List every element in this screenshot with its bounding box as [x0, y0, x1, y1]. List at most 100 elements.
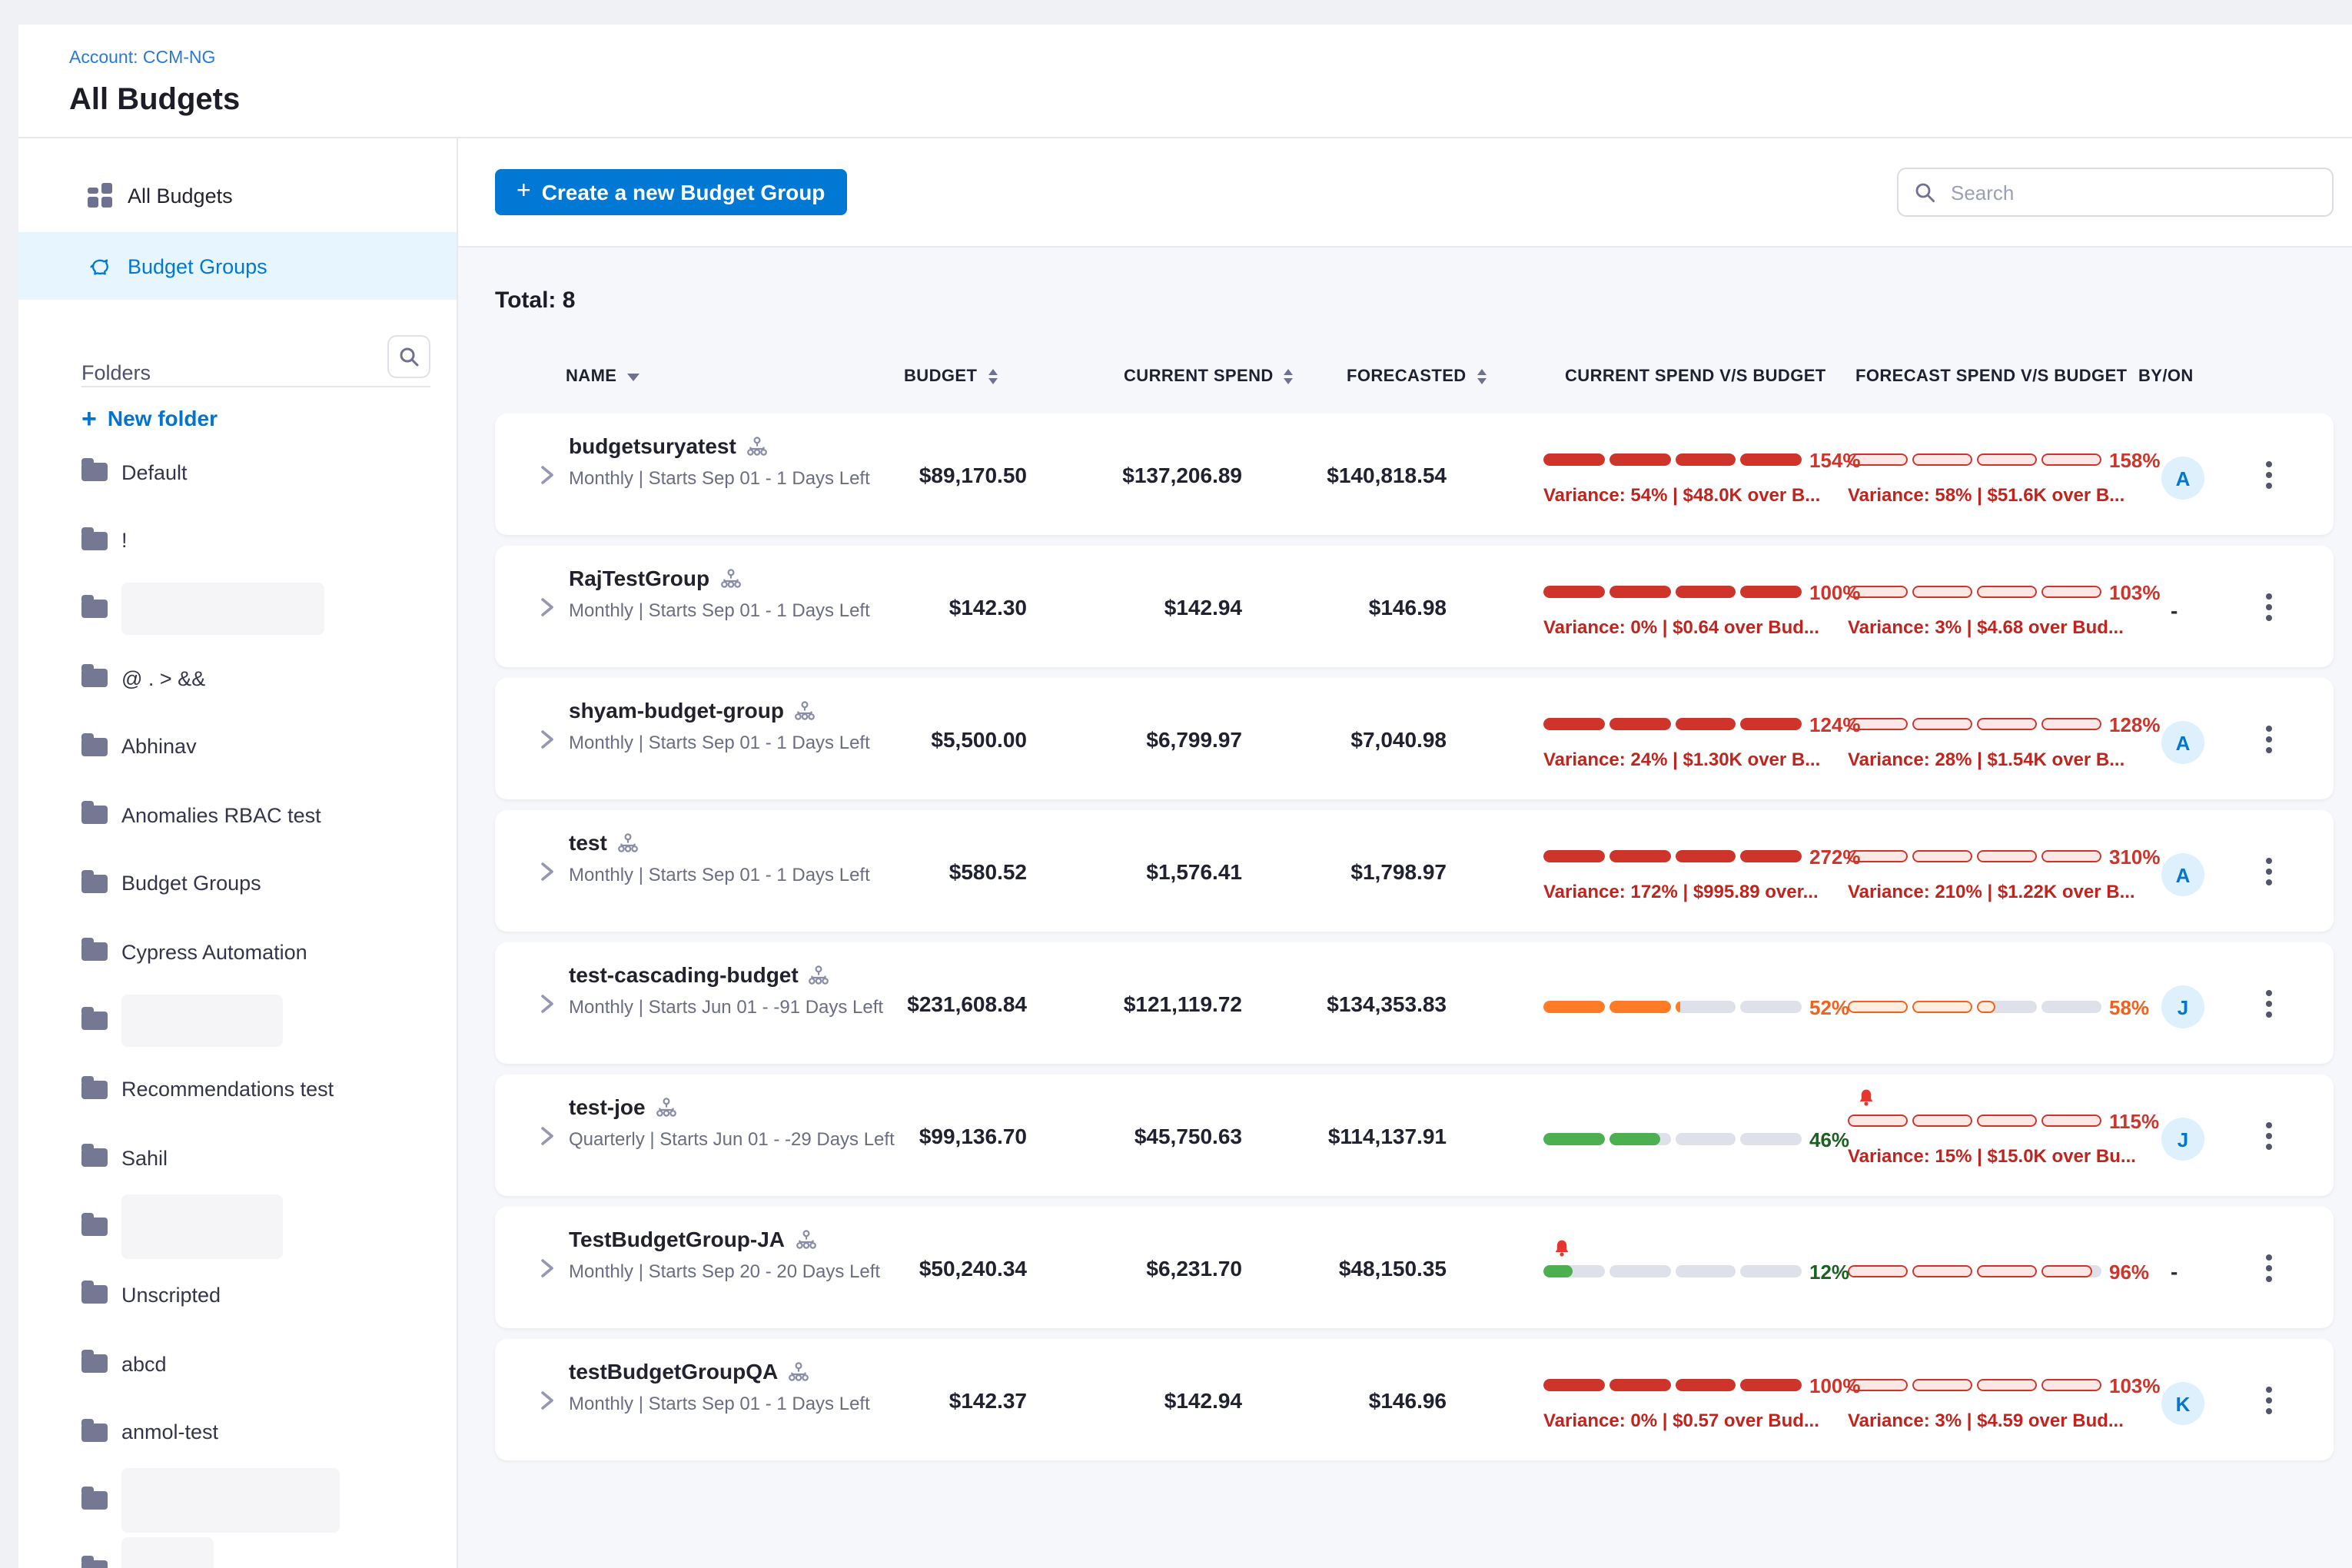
row-menu-button[interactable]	[2257, 852, 2281, 892]
sidebar-item-budget-groups[interactable]: Budget Groups	[18, 232, 457, 300]
percent-label: 100%	[1809, 580, 1861, 603]
alert-bell-icon	[1857, 1088, 1875, 1107]
budget-group-row[interactable]: RajTestGroup Monthly | Starts Sep 01 - 1…	[495, 546, 2334, 667]
budget-group-row[interactable]: testBudgetGroupQA Monthly | Starts Sep 0…	[495, 1339, 2334, 1460]
folders-header: Folders	[81, 341, 430, 387]
folder-item[interactable]: Anomalies RBAC test	[18, 781, 457, 849]
create-budget-group-button[interactable]: + Create a new Budget Group	[495, 169, 846, 215]
group-hierarchy-icon	[618, 832, 638, 852]
folder-item[interactable]: Abhinav	[18, 713, 457, 781]
row-menu-button[interactable]	[2257, 1380, 2281, 1420]
expand-chevron-icon[interactable]	[538, 464, 556, 486]
expand-chevron-icon[interactable]	[538, 861, 556, 882]
column-header-forecasted[interactable]: FORECASTED	[1347, 367, 1487, 386]
folder-item[interactable]: Unscripted	[18, 1261, 457, 1329]
column-header-by-on: BY/ON	[2138, 367, 2194, 386]
folder-item-redacted[interactable]	[18, 1535, 457, 1568]
expand-chevron-icon[interactable]	[538, 1390, 556, 1411]
folder-icon	[81, 532, 108, 550]
row-menu-button[interactable]	[2257, 719, 2281, 759]
row-menu-button[interactable]	[2257, 1248, 2281, 1288]
budget-group-row[interactable]: test-cascading-budget Monthly | Starts J…	[495, 942, 2334, 1064]
folder-item[interactable]: anmol-test	[18, 1398, 457, 1467]
folder-item[interactable]: Budget Groups	[18, 849, 457, 918]
folder-icon	[81, 875, 108, 893]
sidebar-item-all-budgets[interactable]: All Budgets	[18, 161, 457, 229]
folder-item-redacted[interactable]	[18, 1467, 457, 1535]
row-menu-button[interactable]	[2257, 587, 2281, 627]
budget-group-row[interactable]: shyam-budget-group Monthly | Starts Sep …	[495, 678, 2334, 799]
column-header-current-spend[interactable]: CURRENT SPEND	[1124, 367, 1294, 386]
grid-icon	[88, 183, 112, 208]
current-spend-bar: 12%	[1543, 1259, 1849, 1284]
expand-chevron-icon[interactable]	[538, 729, 556, 750]
row-menu-button[interactable]	[2257, 1116, 2281, 1156]
budget-group-name: test-joe	[569, 1095, 646, 1119]
folder-item[interactable]: Default	[18, 438, 457, 507]
page-header: Account: CCM-NG All Budgets	[18, 25, 2352, 138]
forecasted-value: $140,818.54	[1247, 463, 1447, 487]
variance-text: Variance: 54% | $48.0K over B...	[1543, 484, 1820, 506]
sidebar-item-label: All Budgets	[128, 184, 233, 207]
sidebar: All Budgets Budget Groups Folders + New …	[18, 138, 458, 1568]
search-input[interactable]	[1948, 179, 2317, 205]
folder-item[interactable]: @ . > &&	[18, 644, 457, 713]
owner-avatar: K	[2161, 1382, 2204, 1425]
column-header-budget[interactable]: BUDGET	[904, 367, 997, 386]
folder-search-button[interactable]	[387, 335, 430, 378]
divider	[81, 386, 430, 387]
folder-icon	[81, 463, 108, 482]
folder-item[interactable]: Sahil	[18, 1124, 457, 1192]
forecast-spend-bar: 310%	[1848, 844, 2161, 869]
folder-name: anmol-test	[121, 1420, 218, 1443]
folder-item-redacted[interactable]	[18, 1192, 457, 1261]
group-hierarchy-icon	[720, 568, 740, 588]
forecast-spend-bar: 103%	[1848, 580, 2161, 604]
folder-name: @ . > &&	[121, 666, 205, 689]
folder-item[interactable]: Recommendations test	[18, 1055, 457, 1124]
new-folder-button[interactable]: + New folder	[81, 398, 218, 438]
percent-label: 115%	[2109, 1109, 2159, 1132]
forecast-spend-bar: 58%	[1848, 995, 2149, 1019]
budget-period: Monthly | Starts Sep 01 - 1 Days Left	[569, 732, 870, 753]
variance-text: Variance: 0% | $0.64 over Bud...	[1543, 616, 1819, 638]
percent-label: 124%	[1809, 713, 1861, 736]
by-on-empty: -	[2171, 589, 2195, 632]
folder-item[interactable]: abcd	[18, 1329, 457, 1397]
folder-name: Sahil	[121, 1146, 168, 1169]
folder-name	[121, 995, 283, 1047]
folder-icon	[81, 1148, 108, 1167]
budget-group-row[interactable]: budgetsuryatest Monthly | Starts Sep 01 …	[495, 414, 2334, 535]
group-hierarchy-icon	[747, 436, 767, 456]
by-on-empty: -	[2171, 1250, 2195, 1293]
budget-value: $142.30	[827, 595, 1027, 620]
folder-item-redacted[interactable]	[18, 575, 457, 643]
sidebar-item-label: Budget Groups	[128, 254, 267, 277]
folder-icon	[81, 669, 108, 687]
row-menu-button[interactable]	[2257, 984, 2281, 1024]
row-menu-button[interactable]	[2257, 455, 2281, 495]
sort-icon	[988, 369, 997, 384]
expand-chevron-icon[interactable]	[538, 596, 556, 618]
folder-item-redacted[interactable]	[18, 987, 457, 1055]
expand-chevron-icon[interactable]	[538, 993, 556, 1015]
budget-group-row[interactable]: TestBudgetGroup-JA Monthly | Starts Sep …	[495, 1207, 2334, 1328]
budget-group-name: budgetsuryatest	[569, 434, 736, 458]
budget-group-row[interactable]: test-joe Quarterly | Starts Jun 01 - -29…	[495, 1075, 2334, 1196]
folder-item[interactable]: Cypress Automation	[18, 918, 457, 986]
forecasted-value: $114,137.91	[1247, 1124, 1447, 1148]
percent-label: 310%	[2109, 845, 2161, 868]
current-spend-value: $6,799.97	[1042, 727, 1242, 752]
column-header-name[interactable]: NAME	[566, 367, 639, 386]
folder-item[interactable]: !	[18, 507, 457, 575]
expand-chevron-icon[interactable]	[538, 1125, 556, 1147]
percent-label: 128%	[2109, 713, 2161, 736]
column-header-current-vs-budget: CURRENT SPEND V/S BUDGET	[1565, 367, 1826, 386]
folder-name: Cypress Automation	[121, 941, 307, 964]
expand-chevron-icon[interactable]	[538, 1257, 556, 1279]
variance-text: Variance: 28% | $1.54K over B...	[1848, 749, 2124, 770]
breadcrumb[interactable]: Account: CCM-NG	[69, 49, 215, 68]
folder-icon	[81, 1560, 108, 1568]
budget-value: $99,136.70	[827, 1124, 1027, 1148]
budget-group-row[interactable]: test Monthly | Starts Sep 01 - 1 Days Le…	[495, 810, 2334, 932]
